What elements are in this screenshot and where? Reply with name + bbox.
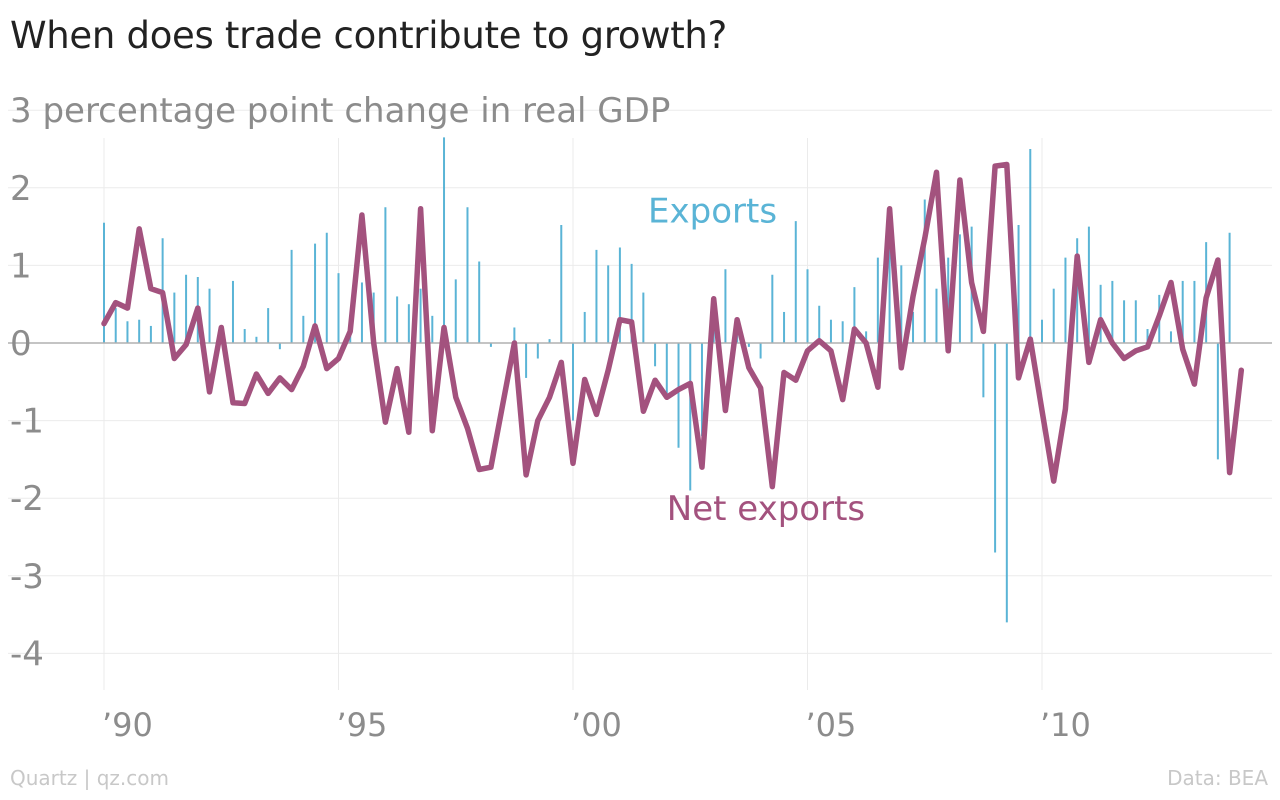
annotation-layer: Exports Net exports	[648, 192, 865, 529]
net-exports-line	[101, 161, 1245, 490]
footer-source-left: Quartz | qz.com	[10, 766, 169, 790]
y-tick-label: -2	[10, 479, 44, 519]
x-tick-label: ’90	[102, 706, 153, 744]
y-tick-label: 3 percentage point change in real GDP	[10, 91, 670, 131]
y-tick-label: -1	[10, 402, 44, 442]
y-tick-label: 1	[10, 246, 32, 286]
x-tick-label: ’00	[571, 706, 622, 744]
series-annotation: Exports	[648, 192, 777, 232]
series-annotation: Net exports	[667, 489, 865, 529]
x-tick-label: ’10	[1040, 706, 1091, 744]
y-tick-label: 2	[10, 169, 32, 209]
net-exports-line-layer	[101, 161, 1245, 490]
tick-label-layer: 3 percentage point change in real GDP 2 1 0…	[10, 91, 1091, 744]
chart-title: When does trade contribute to growth?	[10, 14, 727, 57]
x-tick-label: ’95	[337, 706, 388, 744]
y-tick-label: -4	[10, 634, 44, 674]
footer-source-right: Data: BEA	[1167, 766, 1268, 790]
y-tick-label: -3	[10, 557, 44, 597]
exports-bars	[103, 137, 1231, 623]
x-tick-label: ’05	[806, 706, 857, 744]
y-tick-label: 0	[10, 324, 32, 364]
